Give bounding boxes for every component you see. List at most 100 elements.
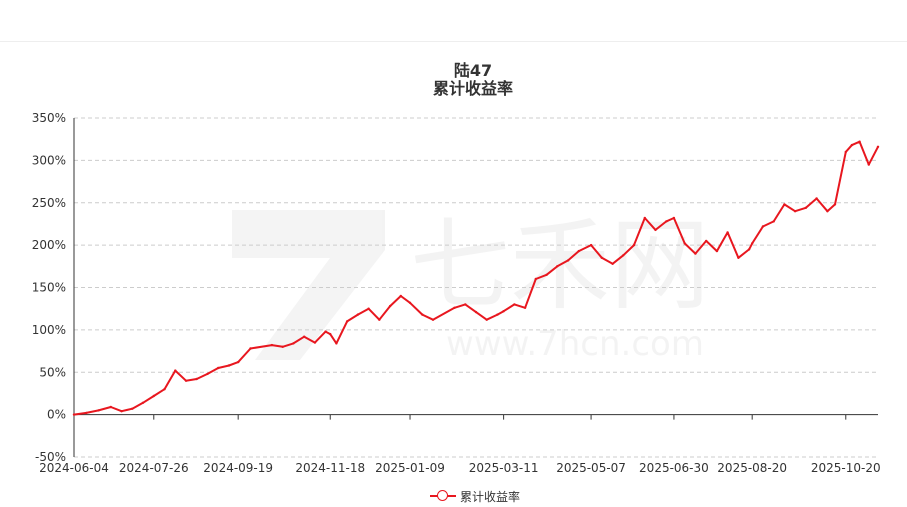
data-point	[270, 343, 274, 347]
data-point	[815, 197, 818, 200]
data-point	[72, 413, 76, 416]
data-point	[329, 332, 332, 336]
data-point	[654, 228, 657, 232]
watermark-logo	[232, 210, 385, 360]
data-point	[163, 388, 166, 391]
data-point	[566, 259, 570, 262]
data-point	[772, 220, 775, 223]
legend-label: 累计收益率	[460, 489, 521, 504]
data-point	[174, 369, 177, 372]
x-tick-label: 2025-05-07	[556, 461, 626, 475]
data-point	[399, 294, 402, 298]
data-point	[388, 304, 392, 308]
data-point	[474, 310, 478, 314]
y-tick-label: 250%	[32, 196, 66, 210]
data-point	[783, 203, 786, 206]
data-point	[464, 303, 467, 306]
x-tick-label: 2025-03-11	[469, 461, 539, 475]
data-point	[726, 231, 729, 234]
data-point	[577, 249, 580, 253]
data-point	[281, 345, 284, 348]
legend[interactable]: 累计收益率	[430, 487, 520, 505]
data-point	[292, 342, 295, 345]
watermark-url: www.7hcn.com	[446, 324, 704, 364]
y-tick-label: 50%	[39, 365, 66, 379]
data-point	[826, 210, 829, 213]
legend-line-icon	[430, 490, 456, 502]
axes: 350% 300% 250% 200% 150% 100% 50% 0% -50%2024-06…	[32, 111, 881, 475]
data-point	[737, 256, 740, 259]
x-tick-label: 2025-10-20	[811, 461, 881, 475]
x-tick-label: 2025-01-09	[375, 461, 445, 475]
watermark: 七禾网 www.7hcn.com	[232, 207, 710, 364]
data-point	[131, 407, 134, 410]
chart-subtitle: 累计收益率	[432, 79, 513, 98]
x-tick-label: 2024-06-04	[39, 461, 109, 475]
y-tick-label: 150%	[32, 281, 66, 295]
data-point	[85, 411, 88, 415]
y-tick-label: 300%	[32, 153, 66, 167]
data-point	[600, 256, 603, 259]
data-point	[747, 248, 751, 251]
data-point	[665, 220, 668, 223]
data-point	[556, 265, 559, 268]
data-point	[335, 342, 338, 345]
y-tick-label: -50%	[35, 450, 66, 464]
data-point	[844, 150, 847, 154]
data-point	[876, 145, 880, 148]
data-point	[793, 210, 797, 213]
data-point	[324, 330, 327, 333]
data-point	[249, 347, 252, 350]
data-point	[523, 306, 527, 309]
data-point	[109, 405, 113, 409]
data-point	[705, 239, 708, 243]
data-point	[227, 364, 231, 367]
data-point	[643, 216, 646, 220]
data-point	[152, 394, 155, 398]
data-point	[622, 254, 625, 257]
x-tick-label: 2025-08-20	[717, 461, 787, 475]
data-point	[672, 216, 676, 220]
data-point	[356, 313, 360, 316]
data-point	[421, 313, 424, 316]
data-point	[431, 318, 435, 321]
data-point	[485, 318, 488, 321]
x-tick-label: 2024-07-26	[119, 461, 189, 475]
data-point	[367, 307, 370, 310]
data-point	[545, 273, 548, 276]
data-point	[453, 306, 456, 309]
data-point	[694, 252, 697, 255]
data-point	[237, 360, 240, 364]
data-point	[195, 377, 198, 381]
y-tick-label: 200%	[32, 238, 66, 252]
y-tick-label: 350%	[32, 111, 66, 125]
data-point	[867, 163, 870, 166]
series	[72, 140, 880, 416]
data-point	[496, 313, 499, 316]
data-point	[850, 143, 854, 147]
data-point	[141, 401, 145, 404]
data-point	[715, 249, 719, 253]
data-point	[97, 409, 100, 412]
data-point	[858, 140, 861, 143]
data-point	[408, 301, 412, 304]
data-point	[611, 262, 614, 265]
data-point	[534, 277, 537, 281]
data-point	[683, 242, 686, 245]
data-point	[345, 320, 349, 323]
top-divider	[0, 41, 907, 42]
data-point	[833, 203, 837, 206]
data-point	[632, 243, 636, 247]
data-point	[589, 243, 593, 247]
y-tick-label: 100%	[32, 323, 66, 337]
data-point	[303, 335, 306, 338]
data-point	[378, 318, 381, 321]
x-tick-label: 2024-11-18	[295, 461, 365, 475]
data-point	[120, 410, 123, 413]
data-point	[206, 372, 209, 376]
y-tick-label: 0%	[47, 408, 66, 422]
x-tick-label: 2024-09-19	[203, 461, 273, 475]
data-point	[804, 206, 808, 209]
data-point	[217, 366, 220, 370]
data-point	[502, 310, 505, 313]
